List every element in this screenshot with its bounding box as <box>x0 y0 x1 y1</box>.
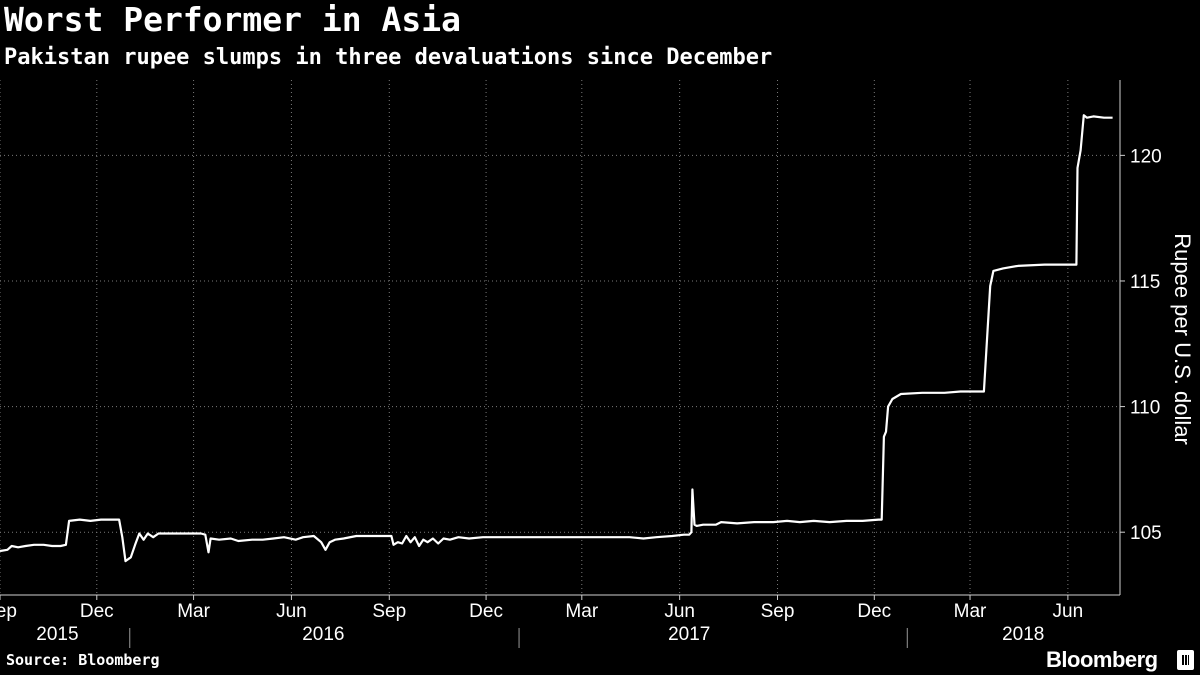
year-label: 2017 <box>668 624 710 645</box>
x-tick-label: Dec <box>469 601 503 622</box>
series <box>0 114 1113 563</box>
terminal-icon <box>1177 650 1194 670</box>
x-tick-label: Sep <box>761 601 795 622</box>
y-axis-label: Rupee per U.S. dollar <box>1170 233 1195 445</box>
x-tick-label: Dec <box>80 601 114 622</box>
series-line <box>0 114 1113 563</box>
y-tick-label: 115 <box>1130 272 1160 293</box>
source-note: Source: Bloomberg <box>6 651 160 669</box>
x-tick-label: Mar <box>565 601 598 622</box>
x-tick-label: Sep <box>0 601 17 622</box>
y-tick-label: 120 <box>1130 146 1162 167</box>
year-label: 2018 <box>1002 624 1044 645</box>
x-tick-label: Mar <box>954 601 987 622</box>
x-tick-label: Jun <box>276 601 307 622</box>
x-tick-label: Sep <box>372 601 406 622</box>
x-tick-label: Jun <box>1053 601 1084 622</box>
x-tick-label: Jun <box>664 601 695 622</box>
year-label: 2015 <box>36 624 78 645</box>
axes: Sep Dec Mar Jun Sep Dec Mar Jun Sep Dec Mar Jun 105 1… <box>0 80 1162 648</box>
y-tick-label: 110 <box>1130 398 1160 419</box>
y-tick-label: 105 <box>1130 523 1162 544</box>
chart-subtitle: Pakistan rupee slumps in three devaluati… <box>4 45 773 70</box>
chart-title: Worst Performer in Asia <box>4 0 461 39</box>
x-tick-label: Dec <box>857 601 891 622</box>
grid-lines <box>0 80 1120 595</box>
year-label: 2016 <box>302 624 344 645</box>
brand-logo: Bloomberg <box>1046 647 1158 672</box>
x-tick-label: Mar <box>177 601 210 622</box>
